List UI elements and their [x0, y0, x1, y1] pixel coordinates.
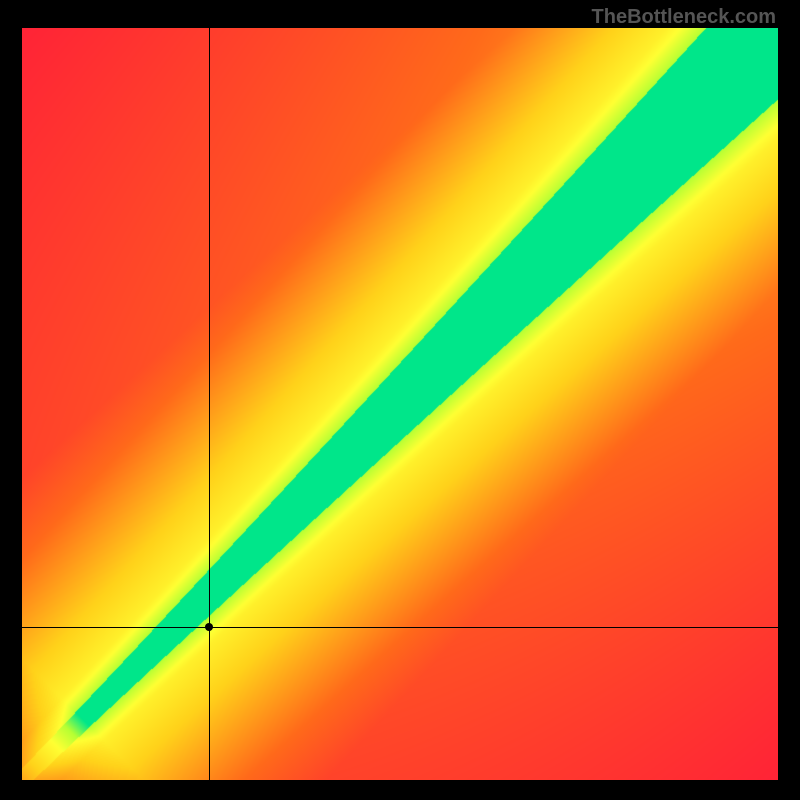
heatmap-plot-area: [22, 28, 778, 780]
watermark-text: TheBottleneck.com: [592, 6, 776, 29]
crosshair-horizontal-line: [22, 627, 778, 628]
heatmap-canvas: [22, 28, 778, 780]
crosshair-vertical-line: [209, 28, 210, 780]
crosshair-marker-dot: [205, 623, 213, 631]
chart-container: TheBottleneck.com: [0, 0, 800, 800]
